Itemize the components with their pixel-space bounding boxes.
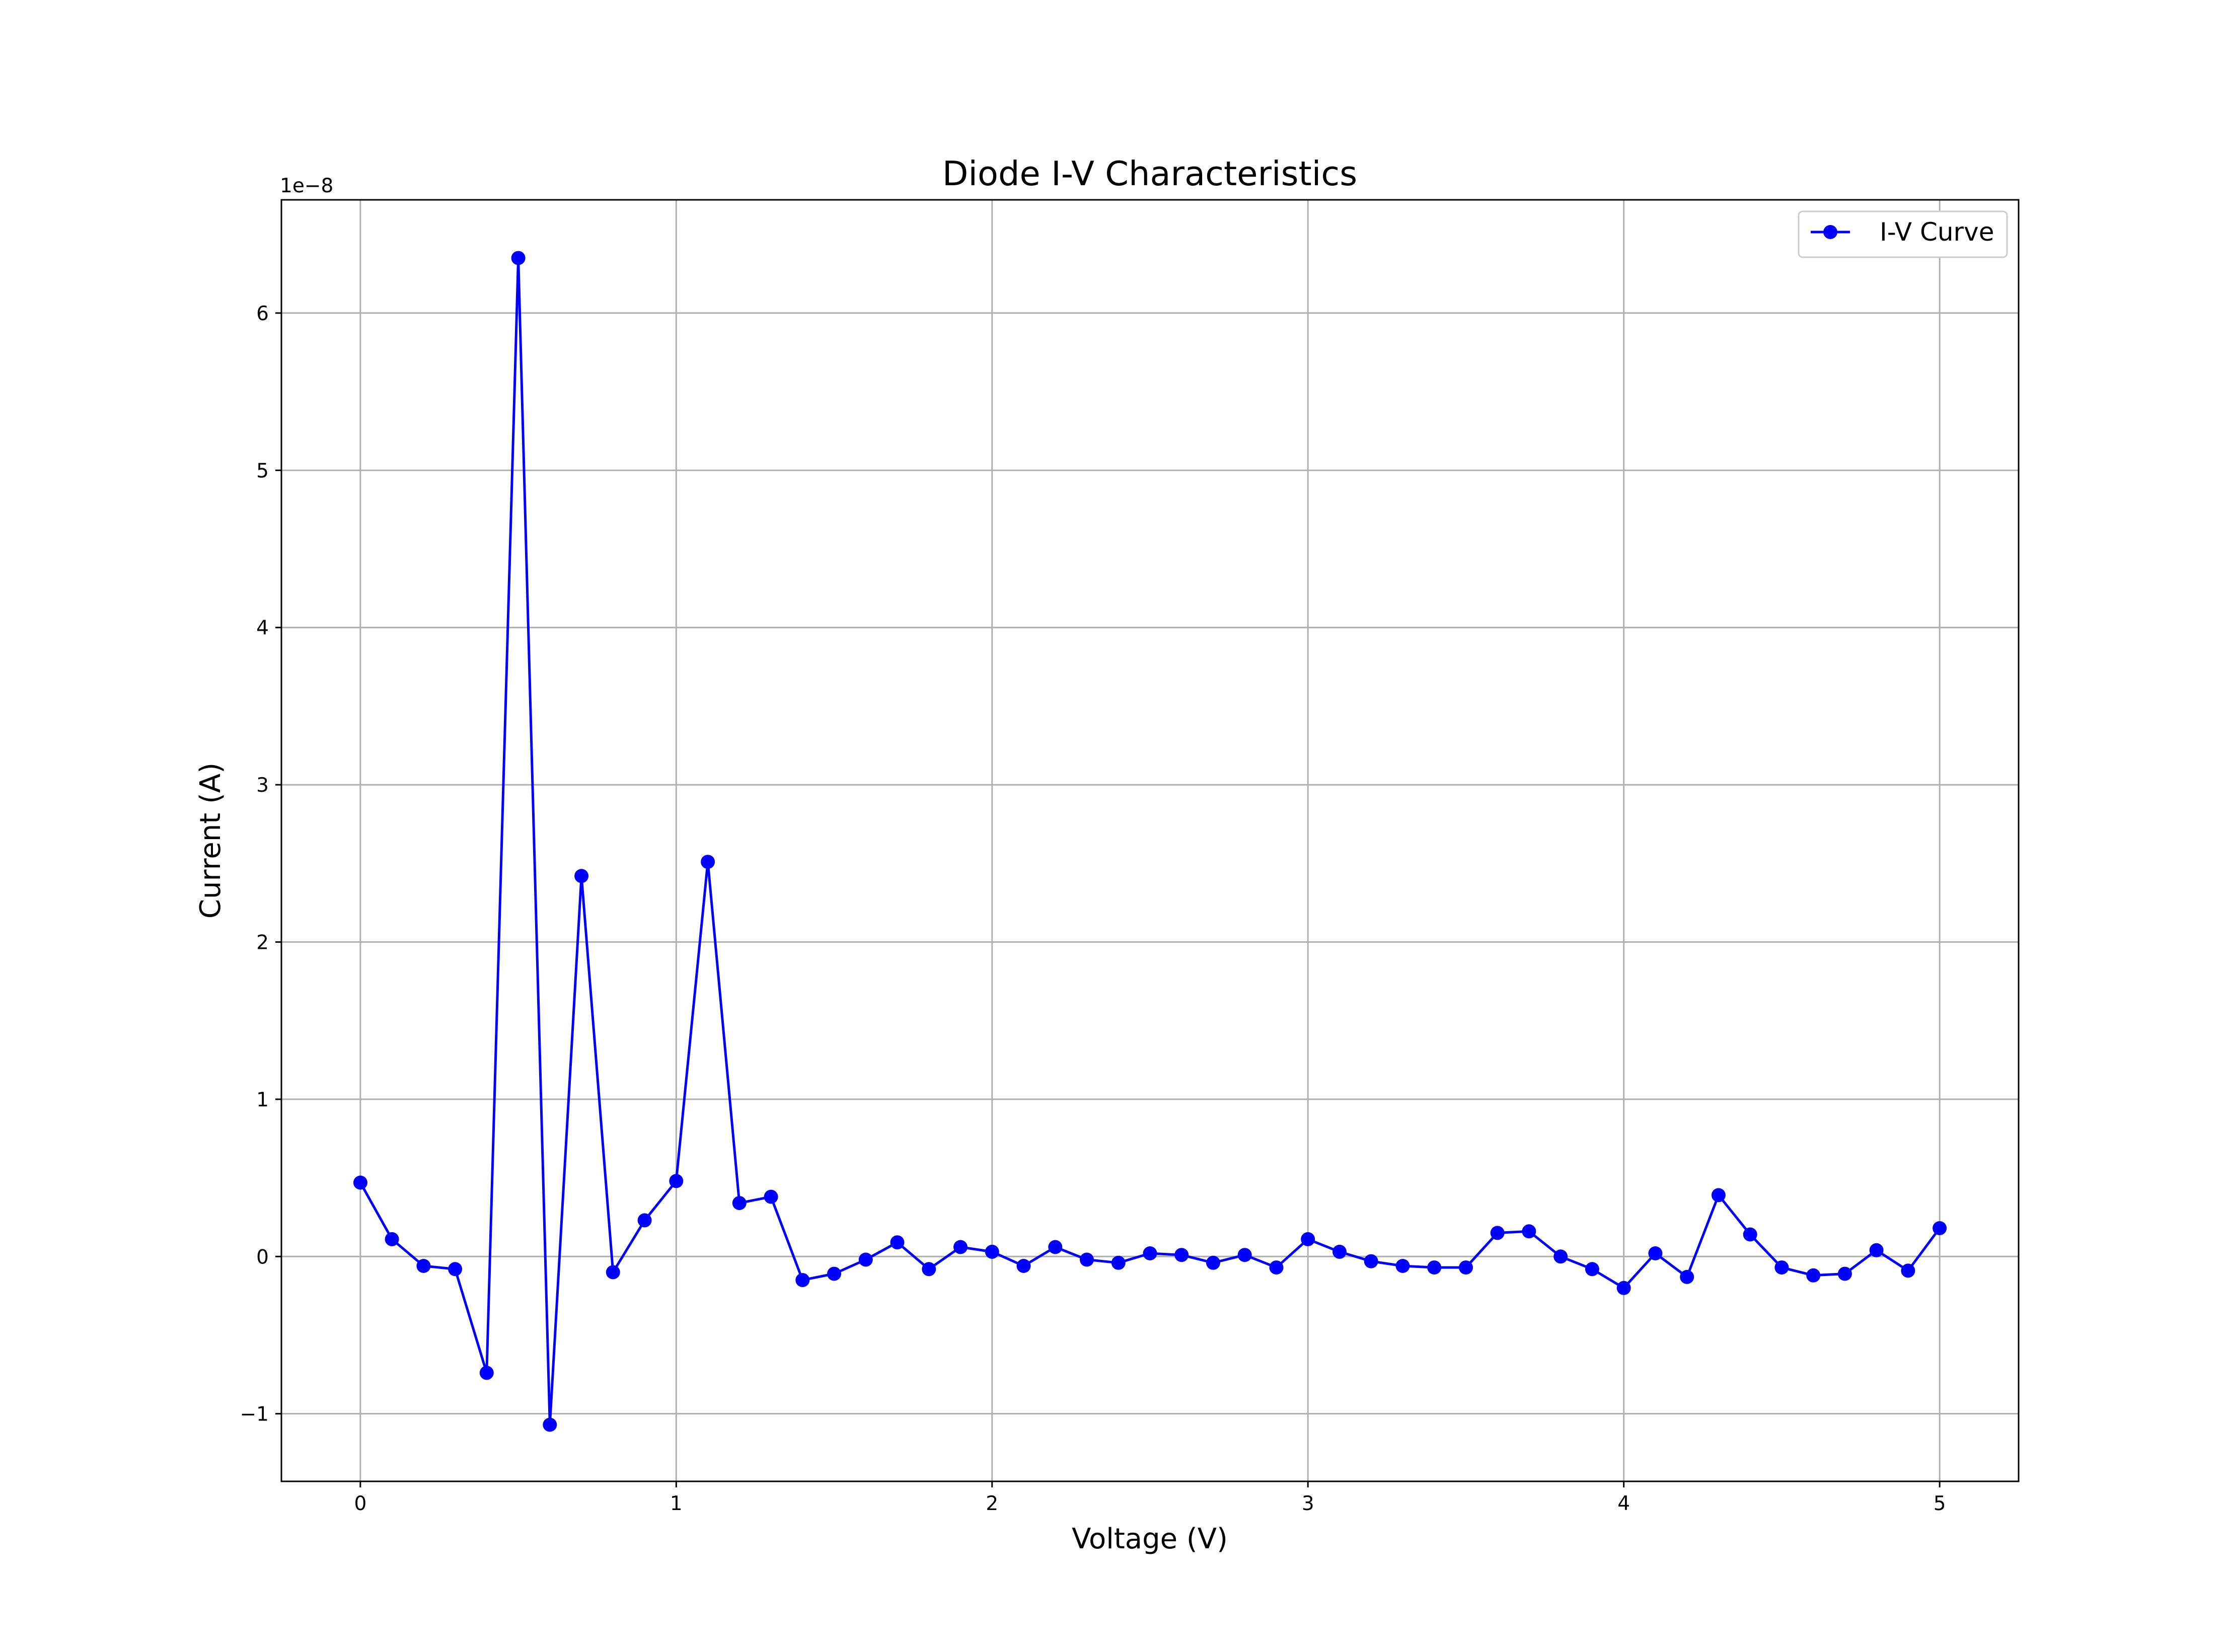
- data-point: [1933, 1221, 1947, 1235]
- data-point: [448, 1262, 463, 1276]
- data-point: [479, 1366, 494, 1380]
- x-tick-label: 5: [1934, 1492, 1946, 1515]
- y-axis-label: Current (A): [194, 763, 227, 919]
- y-tick-label: −1: [240, 1403, 269, 1426]
- data-point: [416, 1259, 431, 1273]
- data-point: [1585, 1262, 1599, 1276]
- data-point: [1648, 1246, 1663, 1260]
- legend-marker-sample: [1823, 225, 1837, 239]
- data-point: [353, 1175, 367, 1190]
- data-point: [1869, 1243, 1884, 1257]
- data-point: [1080, 1252, 1094, 1267]
- data-point: [1553, 1249, 1568, 1264]
- series-layer: [353, 251, 1947, 1432]
- data-point: [1774, 1260, 1789, 1275]
- data-point: [1206, 1255, 1220, 1270]
- y-offset-text: 1e−8: [280, 175, 333, 197]
- grid-layer: [281, 200, 2019, 1481]
- data-point: [1522, 1224, 1536, 1239]
- y-axis-ticks: −1 0 1 2 3 4 5 6: [240, 303, 281, 1426]
- data-point: [1143, 1246, 1157, 1260]
- data-point: [1237, 1248, 1252, 1262]
- y-tick-label: 0: [256, 1246, 269, 1268]
- data-point: [606, 1265, 620, 1280]
- data-point: [1269, 1260, 1284, 1275]
- data-point: [827, 1266, 841, 1281]
- y-tick-label: 6: [256, 303, 269, 325]
- data-point: [1711, 1188, 1726, 1203]
- x-axis-label: Voltage (V): [1072, 1523, 1228, 1555]
- data-point: [1332, 1244, 1347, 1259]
- data-point: [1395, 1259, 1410, 1273]
- x-axis-ticks: 0 1 2 3 4 5: [354, 1481, 1946, 1515]
- chart-title: Diode I-V Characteristics: [942, 154, 1357, 193]
- data-point: [637, 1213, 652, 1228]
- y-tick-label: 2: [256, 931, 269, 954]
- data-point: [1016, 1259, 1031, 1273]
- legend: I-V Curve: [1798, 210, 2008, 258]
- y-tick-label: 1: [256, 1089, 269, 1111]
- data-point: [1459, 1260, 1473, 1275]
- data-point: [701, 855, 715, 869]
- data-point: [1364, 1254, 1378, 1268]
- data-point: [385, 1232, 399, 1246]
- data-point: [764, 1189, 778, 1204]
- data-point: [1837, 1266, 1852, 1281]
- data-point: [543, 1417, 557, 1432]
- data-point: [732, 1196, 747, 1211]
- data-point: [1301, 1232, 1315, 1246]
- data-point: [511, 251, 526, 265]
- x-tick-label: 0: [354, 1492, 366, 1515]
- y-tick-label: 3: [256, 774, 269, 797]
- data-point: [1174, 1248, 1189, 1262]
- plot-area-frame: [280, 199, 2020, 1482]
- y-tick-label: 5: [256, 460, 269, 482]
- legend-box: [1798, 210, 2008, 258]
- data-point: [890, 1235, 905, 1250]
- data-point: [985, 1244, 999, 1259]
- data-point: [1048, 1240, 1063, 1254]
- data-point: [1743, 1227, 1757, 1242]
- data-point: [1427, 1260, 1442, 1275]
- x-tick-label: 4: [1617, 1492, 1630, 1515]
- data-point: [669, 1174, 684, 1188]
- x-tick-label: 1: [670, 1492, 683, 1515]
- legend-label: I-V Curve: [1880, 217, 1994, 247]
- data-point: [953, 1240, 968, 1254]
- data-point: [858, 1252, 873, 1267]
- data-point: [1616, 1281, 1631, 1295]
- y-tick-label: 4: [256, 617, 269, 640]
- data-point: [574, 869, 589, 883]
- data-point: [922, 1262, 936, 1276]
- data-point: [1111, 1255, 1126, 1270]
- x-tick-label: 2: [986, 1492, 998, 1515]
- data-point: [1806, 1268, 1821, 1283]
- data-point: [1901, 1263, 1915, 1278]
- data-point: [1490, 1226, 1505, 1240]
- data-point: [795, 1273, 810, 1288]
- data-point: [1680, 1269, 1694, 1284]
- x-tick-label: 3: [1302, 1492, 1314, 1515]
